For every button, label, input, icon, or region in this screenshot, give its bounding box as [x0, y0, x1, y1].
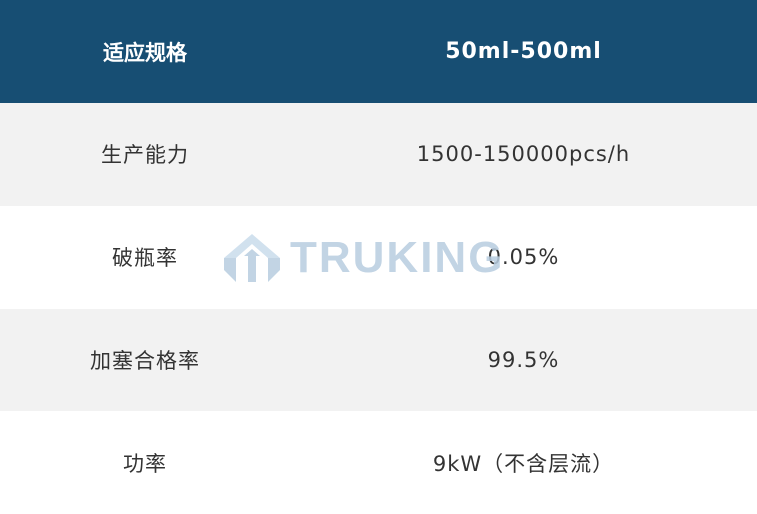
header-spec-value: 50ml-500ml — [445, 39, 602, 64]
table-row: 破瓶率 0.05% — [0, 206, 757, 309]
row-label: 生产能力 — [101, 143, 189, 168]
row-value: 0.05% — [487, 245, 560, 270]
row-value: 99.5% — [487, 347, 560, 372]
table-row: 加塞合格率 99.5% — [0, 308, 757, 412]
row-value: 9kW（不含层流） — [432, 451, 615, 476]
row-label: 破瓶率 — [112, 246, 178, 271]
header-spec-label: 适应规格 — [103, 40, 187, 65]
table-row: 功率 9kW（不含层流） — [0, 411, 757, 514]
row-value: 1500-150000pcs/h — [416, 142, 631, 167]
table-row: 生产能力 1500-150000pcs/h — [0, 103, 757, 206]
row-label: 加塞合格率 — [90, 348, 200, 373]
row-label: 功率 — [123, 451, 167, 476]
table-header: 适应规格 50ml-500ml — [0, 0, 757, 103]
